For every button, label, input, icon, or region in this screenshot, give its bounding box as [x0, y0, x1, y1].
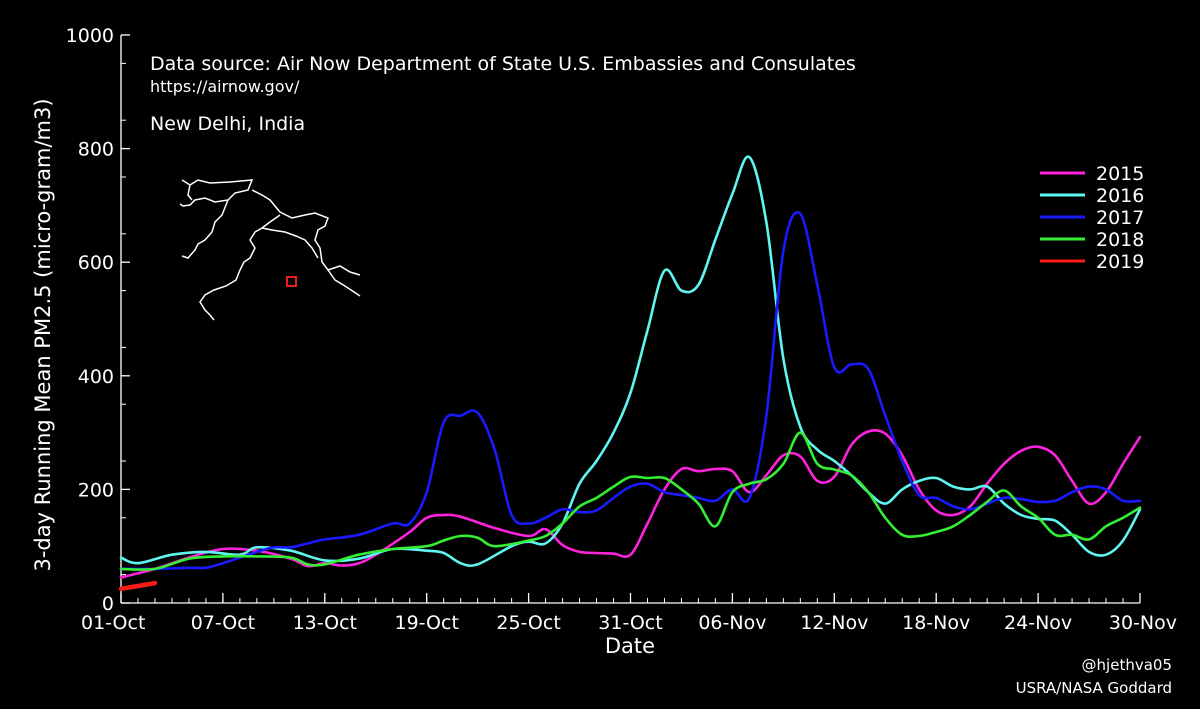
- series-line-2019: [118, 580, 158, 592]
- y-tick-label: 800: [78, 139, 114, 161]
- x-tick-label: 24-Nov: [1004, 612, 1072, 634]
- legend-label-2018: 2018: [1096, 229, 1144, 251]
- map-border-line: [199, 214, 281, 321]
- y-tick-label: 600: [78, 252, 114, 274]
- x-tick-label: 30-Nov: [1109, 612, 1177, 634]
- legend-label-2017: 2017: [1096, 207, 1144, 229]
- author-handle: @hjethva05: [1081, 656, 1172, 674]
- data-source-annotation: Data source: Air Now Department of State…: [150, 53, 856, 75]
- x-tick-label: 19-Oct: [394, 612, 458, 634]
- map-border-line: [261, 227, 361, 297]
- x-tick-label: 31-Oct: [598, 612, 662, 634]
- india-outline-map: [179, 179, 361, 321]
- y-axis-title: 3-day Running Mean PM2.5 (micro-gram/m3): [31, 98, 55, 571]
- map-border-line: [251, 189, 361, 276]
- legend-label-2016: 2016: [1096, 185, 1144, 207]
- x-tick-label: 12-Nov: [800, 612, 868, 634]
- data-url-annotation: https://airnow.gov/: [150, 77, 300, 96]
- x-tick-label: 25-Oct: [496, 612, 560, 634]
- new-delhi-marker: [286, 276, 297, 287]
- axes: 0 200 400 600 800 1000 01-Oct 07-Oct 13-Oct 19-Oc…: [66, 25, 1177, 634]
- x-tick-label: 06-Nov: [698, 612, 766, 634]
- organization-credit: USRA/NASA Goddard: [1015, 679, 1172, 697]
- y-tick-label: 200: [78, 479, 114, 501]
- x-axis-title: Date: [605, 634, 655, 658]
- y-tick-label: 0: [102, 593, 114, 615]
- x-tick-label: 13-Oct: [293, 612, 357, 634]
- location-annotation: New Delhi, India: [150, 113, 305, 135]
- x-tick-label: 01-Oct: [81, 612, 145, 634]
- map-border-line: [181, 199, 229, 259]
- legend-label-2015: 2015: [1096, 163, 1144, 185]
- x-tick-label: 18-Nov: [902, 612, 970, 634]
- x-tick-label: 07-Oct: [191, 612, 255, 634]
- series-line-2015: [119, 429, 1142, 579]
- series-line-2018: [119, 431, 1142, 571]
- y-tick-label: 400: [78, 366, 114, 388]
- map-border-line: [179, 179, 254, 207]
- series-lines: [118, 155, 1142, 592]
- legend-label-2019: 2019: [1096, 251, 1144, 273]
- y-tick-label: 1000: [66, 25, 114, 47]
